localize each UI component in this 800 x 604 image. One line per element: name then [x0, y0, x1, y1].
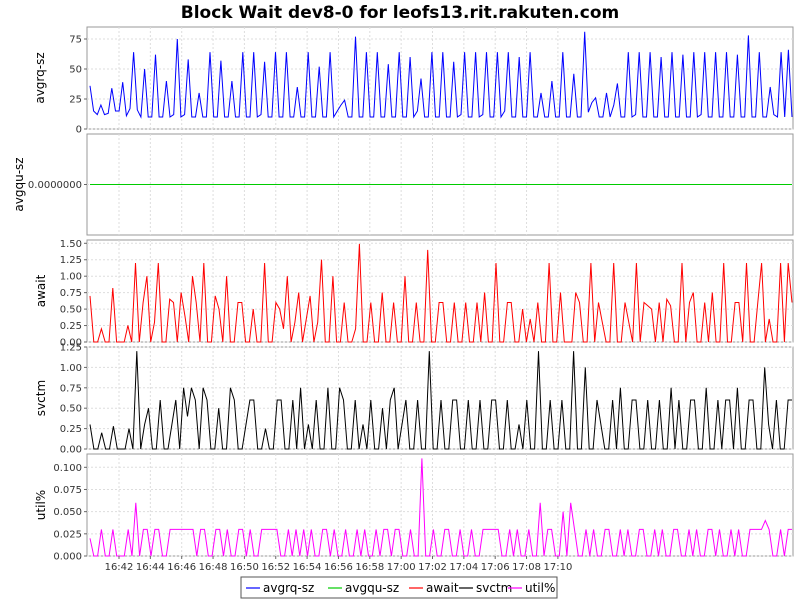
y-tick-label: 1.50: [60, 239, 82, 250]
x-tick-label: 16:58: [355, 562, 384, 573]
legend-item-svctm: svctm: [459, 581, 512, 595]
x-tick-label: 16:50: [230, 562, 259, 573]
x-tick-label: 16:44: [136, 562, 165, 573]
series-line-svctm: [89, 351, 792, 450]
legend-item-util%: util%: [508, 581, 555, 595]
series-line-avgrq-sz: [89, 31, 793, 119]
y-tick-label: 1.25: [60, 255, 82, 266]
legend-label: avgrq-sz: [263, 581, 314, 595]
y-tick-label: 0.75: [60, 383, 82, 394]
y-axis-label: await: [34, 274, 48, 307]
x-tick-label: 17:04: [449, 562, 478, 573]
panel-avgrq-sz: 0 25 50 75 avgrq-sz: [33, 26, 794, 136]
chart-title: Block Wait dev8-0 for leofs13.rit.rakute…: [181, 3, 619, 23]
y-tick-label: 0.0000000: [28, 180, 82, 191]
legend: avgrq-sz avgqu-sz await svctm util%: [240, 576, 558, 599]
x-tick-label: 16:42: [105, 562, 134, 573]
x-tick-label: 16:56: [324, 562, 353, 573]
y-tick-label: 0.025: [53, 529, 82, 540]
plot-area: [86, 26, 794, 130]
plot-area: [86, 346, 794, 450]
plot-area: [86, 453, 794, 557]
y-tick-label: 50: [69, 65, 82, 76]
y-tick-label: 0.75: [60, 288, 82, 299]
series-line-util%: [89, 458, 792, 557]
x-axis: 16:42 16:44 16:46 16:48 16:50 16:52 16:54 16:56…: [105, 556, 572, 573]
x-tick-label: 17:10: [543, 562, 572, 573]
x-tick-label: 17:08: [512, 562, 541, 573]
legend-label: avgqu-sz: [345, 581, 399, 595]
y-tick-label: 0.00: [60, 338, 82, 349]
y-tick-label: 1.00: [60, 272, 82, 283]
y-tick-label: 25: [69, 95, 82, 106]
legend-item-avgqu-sz: avgqu-sz: [328, 581, 399, 595]
y-tick-label: 0.00: [60, 445, 82, 456]
y-tick-label: 0.000: [53, 552, 82, 563]
y-tick-label: 1.25: [60, 343, 82, 354]
x-tick-label: 16:54: [293, 562, 322, 573]
y-axis-label: util%: [34, 490, 48, 520]
y-tick-label: 0.075: [53, 485, 82, 496]
y-tick-label: 0.25: [60, 321, 82, 332]
series-line-await: [89, 243, 793, 343]
x-tick-label: 17:02: [418, 562, 447, 573]
y-axis-label: avgrq-sz: [33, 52, 47, 103]
y-tick-label: 1.00: [60, 363, 82, 374]
x-tick-label: 17:00: [387, 562, 416, 573]
y-axis-label: avgqu-sz: [12, 157, 26, 211]
y-tick-label: 0.100: [53, 463, 82, 474]
x-tick-label: 17:06: [481, 562, 510, 573]
x-tick-label: 16:52: [261, 562, 290, 573]
legend-label: svctm: [476, 581, 512, 595]
legend-item-await: await: [409, 581, 459, 595]
panel-util%: 0.000 0.025 0.050 0.075 0.100 util%: [34, 453, 794, 563]
panel-await: 0.00 0.25 0.50 0.75 1.00 1.25 1.50 await: [34, 239, 794, 349]
legend-box: [240, 576, 558, 599]
y-tick-label: 0.25: [60, 424, 82, 435]
panel-svctm: 0.00 0.25 0.50 0.75 1.00 1.25 svctm: [34, 343, 794, 456]
legend-item-avgrq-sz: avgrq-sz: [246, 581, 314, 595]
y-tick-label: 0.50: [60, 305, 82, 316]
y-tick-label: 0.050: [53, 507, 82, 518]
y-axis-label: svctm: [34, 380, 48, 416]
legend-label: util%: [525, 581, 555, 595]
y-tick-label: 0: [76, 125, 82, 136]
y-tick-label: 75: [69, 35, 82, 46]
y-tick-label: 0.50: [60, 404, 82, 415]
legend-label: await: [426, 581, 459, 595]
x-tick-label: 16:46: [167, 562, 196, 573]
x-tick-label: 16:48: [199, 562, 228, 573]
